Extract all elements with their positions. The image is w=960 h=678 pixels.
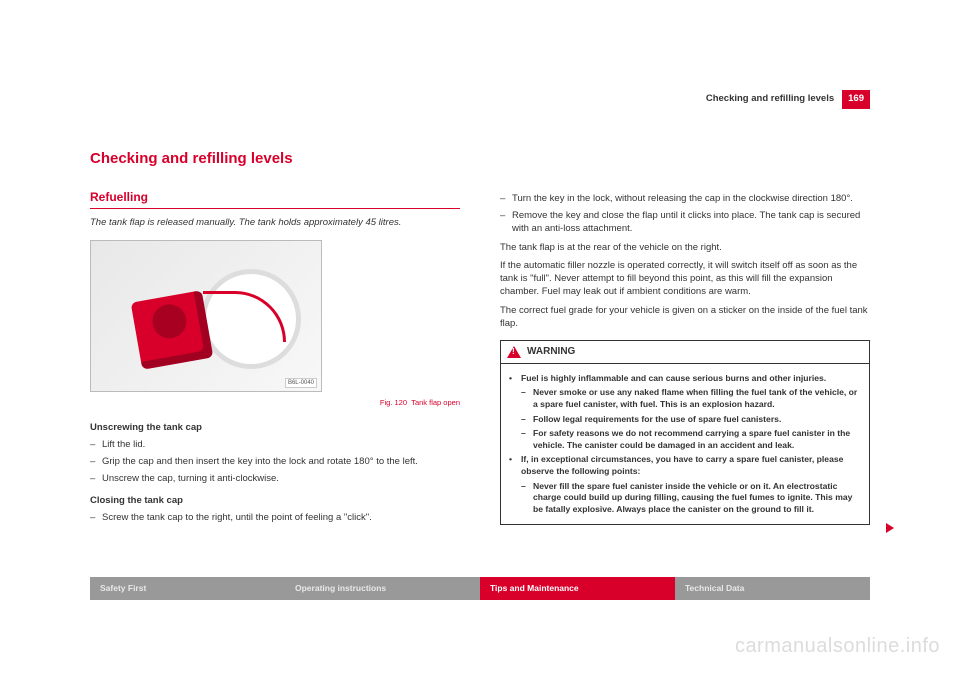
continued-arrow-icon [886, 523, 894, 533]
step-text: Unscrew the cap, turning it anti-clockwi… [102, 473, 460, 486]
figure-code: B6L-0040 [285, 378, 317, 388]
footer-tab-operating: Operating instructions [285, 577, 480, 600]
dash-icon: – [500, 193, 512, 206]
step: –Remove the key and close the flap until… [500, 210, 870, 236]
warning-body: •Fuel is highly inflammable and can caus… [501, 364, 869, 525]
two-column-layout: Refuelling The tank flap is released man… [90, 189, 870, 529]
fuel-cap-icon [131, 290, 214, 369]
footer-tabs: Safety First Operating instructions Tips… [90, 577, 870, 600]
step: –Grip the cap and then insert the key in… [90, 456, 460, 469]
paragraph: If the automatic filler nozzle is operat… [500, 260, 870, 298]
warning-triangle-icon [507, 346, 521, 358]
bullet-icon: • [509, 454, 521, 477]
step-text: Grip the cap and then insert the key int… [102, 456, 460, 469]
footer-tab-tips: Tips and Maintenance [480, 577, 675, 600]
figure-tank-flap: B6L-0040 [90, 240, 322, 392]
dash-icon: – [500, 210, 512, 236]
warning-text: If, in exceptional circumstances, you ha… [521, 454, 861, 477]
step: –Unscrew the cap, turning it anti-clockw… [90, 473, 460, 486]
step: –Turn the key in the lock, without relea… [500, 193, 870, 206]
section-title: Refuelling [90, 189, 460, 209]
step-text: Remove the key and close the flap until … [512, 210, 870, 236]
dash-icon: – [521, 414, 533, 426]
step: –Screw the tank cap to the right, until … [90, 512, 460, 525]
right-column: –Turn the key in the lock, without relea… [500, 189, 870, 529]
warning-box: WARNING •Fuel is highly inflammable and … [500, 340, 870, 525]
dash-icon: – [90, 512, 102, 525]
paragraph: The tank flap is at the rear of the vehi… [500, 242, 870, 255]
dash-icon: – [521, 387, 533, 410]
dash-icon: – [90, 456, 102, 469]
warning-header: WARNING [501, 341, 869, 364]
subhead-unscrewing: Unscrewing the tank cap [90, 422, 460, 435]
dash-icon: – [90, 473, 102, 486]
warning-text: Never fill the spare fuel canister insid… [533, 481, 861, 516]
warning-text: Never smoke or use any naked flame when … [533, 387, 861, 410]
figure-caption-text: Tank flap open [411, 398, 460, 407]
subhead-closing: Closing the tank cap [90, 495, 460, 508]
running-header: Checking and refilling levels 169 [90, 90, 870, 109]
warning-text: Follow legal requirements for the use of… [533, 414, 781, 426]
page-content: Checking and refilling levels 169 Checki… [90, 90, 870, 529]
section-lead: The tank flap is released manually. The … [90, 217, 460, 230]
running-title: Checking and refilling levels [706, 93, 834, 106]
step-text: Turn the key in the lock, without releas… [512, 193, 870, 206]
watermark: carmanualsonline.info [735, 633, 940, 660]
dash-icon: – [90, 439, 102, 452]
chapter-title: Checking and refilling levels [90, 149, 870, 169]
left-column: Refuelling The tank flap is released man… [90, 189, 460, 529]
bullet-icon: • [509, 373, 521, 385]
dash-icon: – [521, 428, 533, 451]
warning-text: Fuel is highly inflammable and can cause… [521, 373, 826, 385]
figure-caption: Fig. 120 Tank flap open [90, 398, 460, 408]
step-text: Screw the tank cap to the right, until t… [102, 512, 460, 525]
dash-icon: – [521, 481, 533, 516]
figure-caption-prefix: Fig. 120 [380, 398, 407, 407]
warning-text: For safety reasons we do not recommend c… [533, 428, 861, 451]
page-number-badge: 169 [842, 90, 870, 109]
step: –Lift the lid. [90, 439, 460, 452]
step-text: Lift the lid. [102, 439, 460, 452]
footer-tab-technical: Technical Data [675, 577, 870, 600]
footer-tab-safety: Safety First [90, 577, 285, 600]
paragraph: The correct fuel grade for your vehicle … [500, 305, 870, 331]
warning-label: WARNING [527, 345, 575, 359]
